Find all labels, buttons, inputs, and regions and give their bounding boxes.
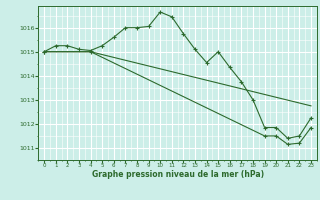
X-axis label: Graphe pression niveau de la mer (hPa): Graphe pression niveau de la mer (hPa)	[92, 170, 264, 179]
